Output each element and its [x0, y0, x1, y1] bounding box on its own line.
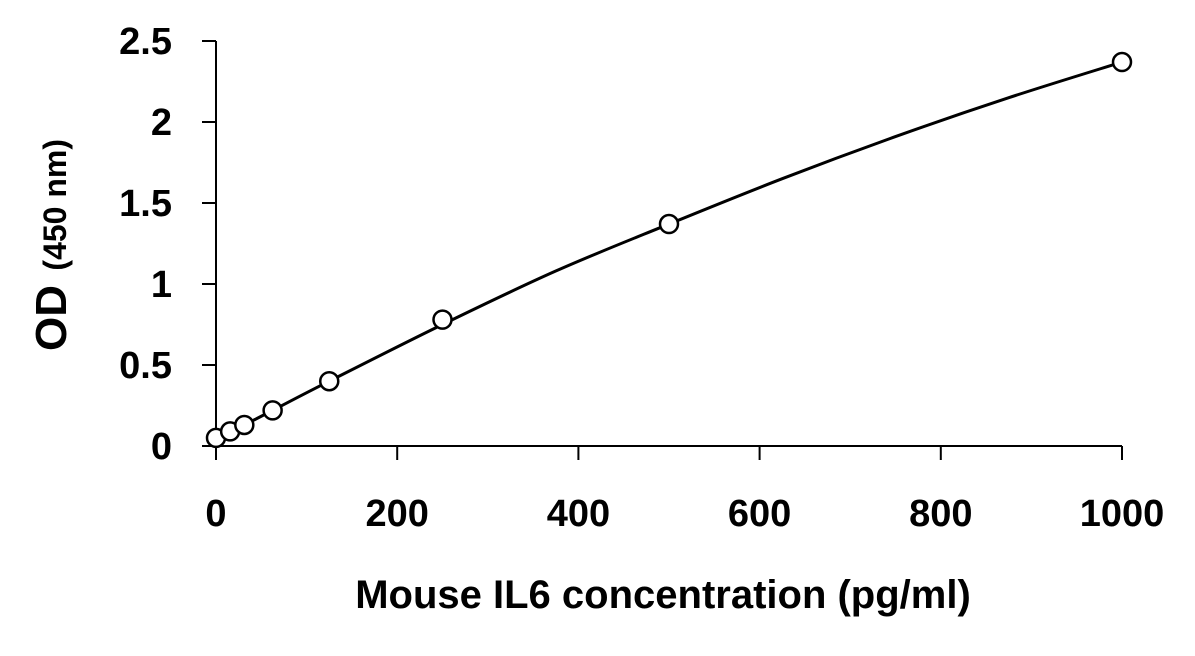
x-tick-label: 800	[909, 493, 972, 535]
tick-labels-layer: 0 0.5 1 1.5 2 2.5 0 200 400 600 800 1000	[119, 21, 1164, 535]
x-tick-label: 1000	[1080, 493, 1165, 535]
y-axis-title-sub: (450 nm)	[37, 139, 73, 271]
y-axis-title-main: OD	[27, 285, 76, 351]
y-tick-label: 0	[151, 426, 172, 468]
y-tick-label: 1.5	[119, 183, 172, 225]
data-point	[1111, 51, 1133, 73]
data-point	[234, 414, 255, 436]
data-point	[262, 400, 283, 421]
data-point	[658, 213, 680, 235]
y-tick-label: 0.5	[119, 345, 172, 387]
y-tick-label: 2	[151, 102, 172, 144]
data-point	[319, 370, 340, 392]
data-point	[432, 309, 453, 330]
fit-curve-line	[215, 60, 1123, 440]
y-tick-label: 2.5	[119, 21, 172, 63]
data-points-layer	[205, 51, 1133, 449]
x-axis-title: Mouse IL6 concentration (pg/ml)	[355, 573, 971, 617]
y-axis-title: OD (450 nm)	[27, 139, 76, 351]
y-tick-label: 1	[151, 264, 172, 306]
axes	[202, 40, 1123, 460]
fit-curve-layer	[215, 60, 1123, 440]
x-tick-label: 600	[728, 493, 791, 535]
x-tick-label: 200	[365, 493, 428, 535]
x-tick-label: 400	[547, 493, 610, 535]
x-tick-label: 0	[205, 493, 226, 535]
